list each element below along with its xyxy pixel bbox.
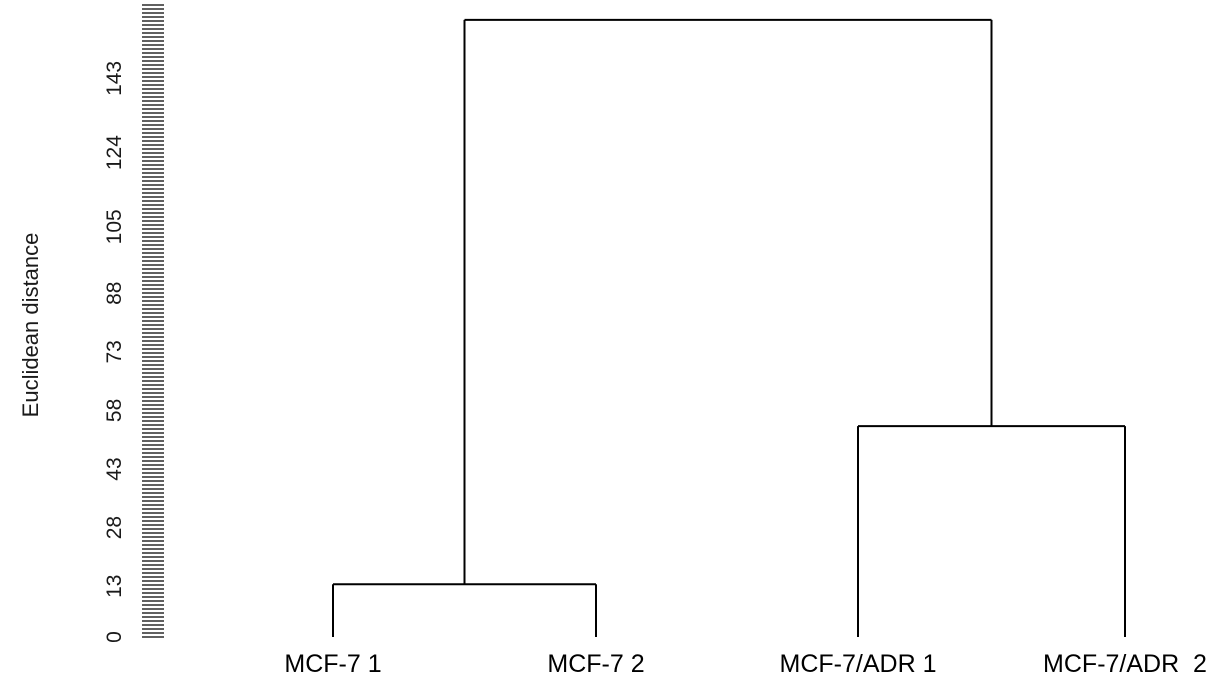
leaf-label: MCF-7/ADR 1 — [780, 650, 937, 678]
leaf-label: MCF-7 1 — [284, 650, 381, 678]
y-tick-label: 73 — [103, 340, 126, 363]
y-tick-label: 124 — [103, 135, 126, 170]
y-tick-label: 88 — [103, 282, 126, 305]
y-tick-label: 143 — [103, 61, 126, 96]
y-tick-label: 105 — [103, 209, 126, 244]
y-tick-label: 58 — [103, 399, 126, 422]
leaf-label: MCF-7/ADR 2 — [1043, 650, 1207, 678]
y-axis-tick-labels: 0 13 28 43 58 73 88 105 124 143 — [103, 61, 126, 643]
y-tick-label: 43 — [103, 457, 126, 480]
y-tick-label: 28 — [103, 516, 126, 539]
dendrogram-links — [332, 18, 1126, 637]
y-tick-label: 13 — [103, 575, 126, 598]
y-tick-label: 0 — [103, 631, 126, 643]
y-axis-ruler — [142, 4, 164, 638]
y-axis-label: Euclidean distance — [18, 233, 43, 418]
leaf-label: MCF-7 2 — [547, 650, 644, 678]
leaf-labels: MCF-7 1 MCF-7 2 MCF-7/ADR 1 MCF-7/ADR 2 — [284, 650, 1207, 678]
